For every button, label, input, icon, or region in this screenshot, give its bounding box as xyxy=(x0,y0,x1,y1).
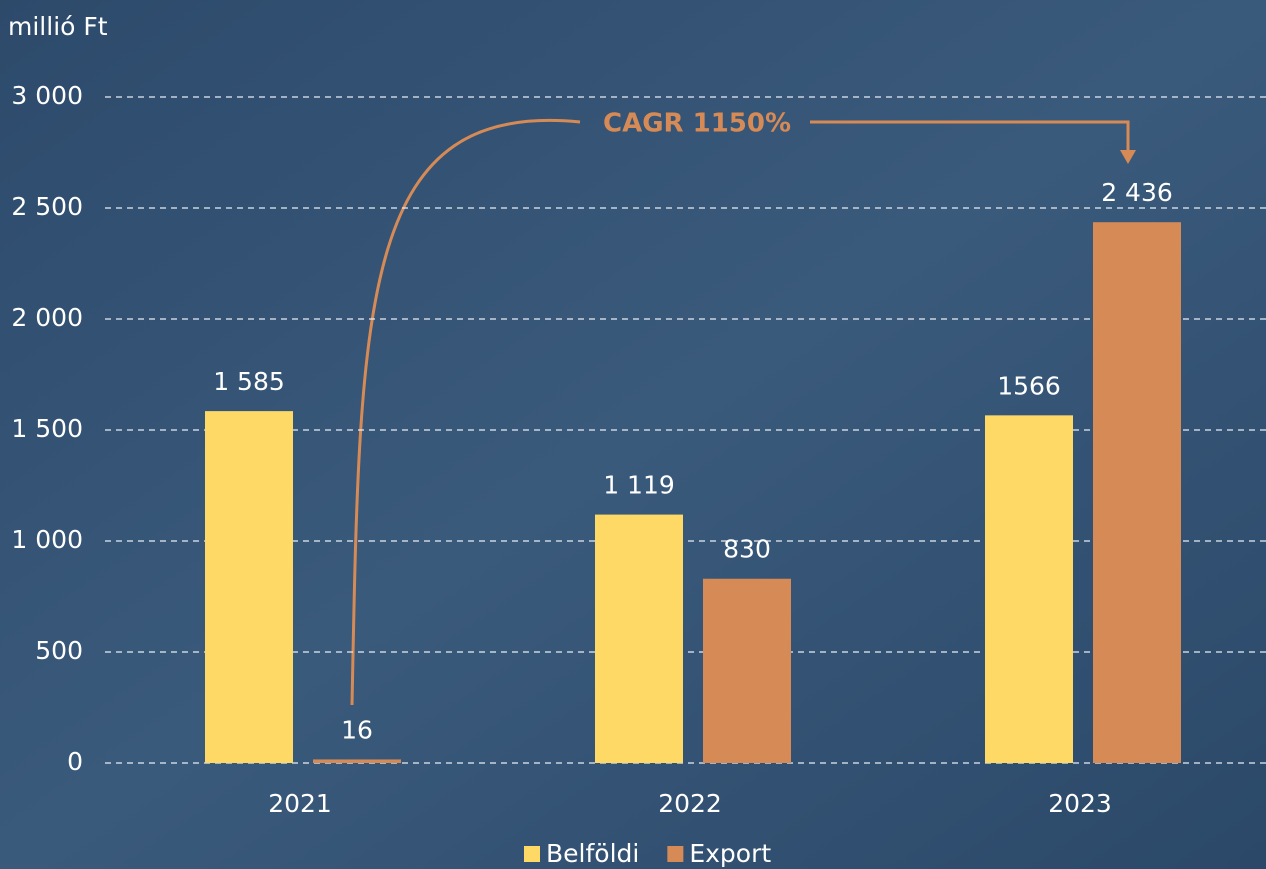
bar xyxy=(313,759,401,763)
legend-label: Export xyxy=(689,839,771,868)
annotation-arrow xyxy=(810,120,1130,152)
bar xyxy=(595,514,683,763)
y-tick-label: 1 500 xyxy=(11,414,83,443)
annotation: CAGR 1150% xyxy=(603,109,791,139)
data-label: 2 436 xyxy=(1101,178,1173,207)
annotation-curve xyxy=(350,119,581,706)
legend-label: Belföldi xyxy=(546,839,639,868)
bar xyxy=(205,411,293,763)
legend-swatch xyxy=(524,846,540,862)
x-tick-label: 2021 xyxy=(268,789,332,818)
x-tick-label: 2022 xyxy=(658,789,722,818)
y-tick-label: 500 xyxy=(35,636,83,665)
data-label: 1 119 xyxy=(603,471,675,500)
data-label: 1 585 xyxy=(213,367,285,396)
y-tick-label: 0 xyxy=(67,747,83,776)
x-tick-label: 2023 xyxy=(1048,789,1112,818)
bar xyxy=(703,578,791,763)
arrow-head xyxy=(1120,150,1136,164)
y-tick-label: 2 500 xyxy=(11,192,83,221)
y-axis-label: millió Ft xyxy=(8,12,108,41)
data-label: 830 xyxy=(723,535,771,564)
bar xyxy=(985,415,1073,763)
y-tick-label: 2 000 xyxy=(11,303,83,332)
y-tick-label: 1 000 xyxy=(11,525,83,554)
legend-swatch xyxy=(667,846,684,862)
bar xyxy=(1093,222,1181,763)
data-label: 16 xyxy=(341,715,373,744)
y-tick-label: 3 000 xyxy=(11,81,83,110)
data-label: 1566 xyxy=(997,371,1061,400)
